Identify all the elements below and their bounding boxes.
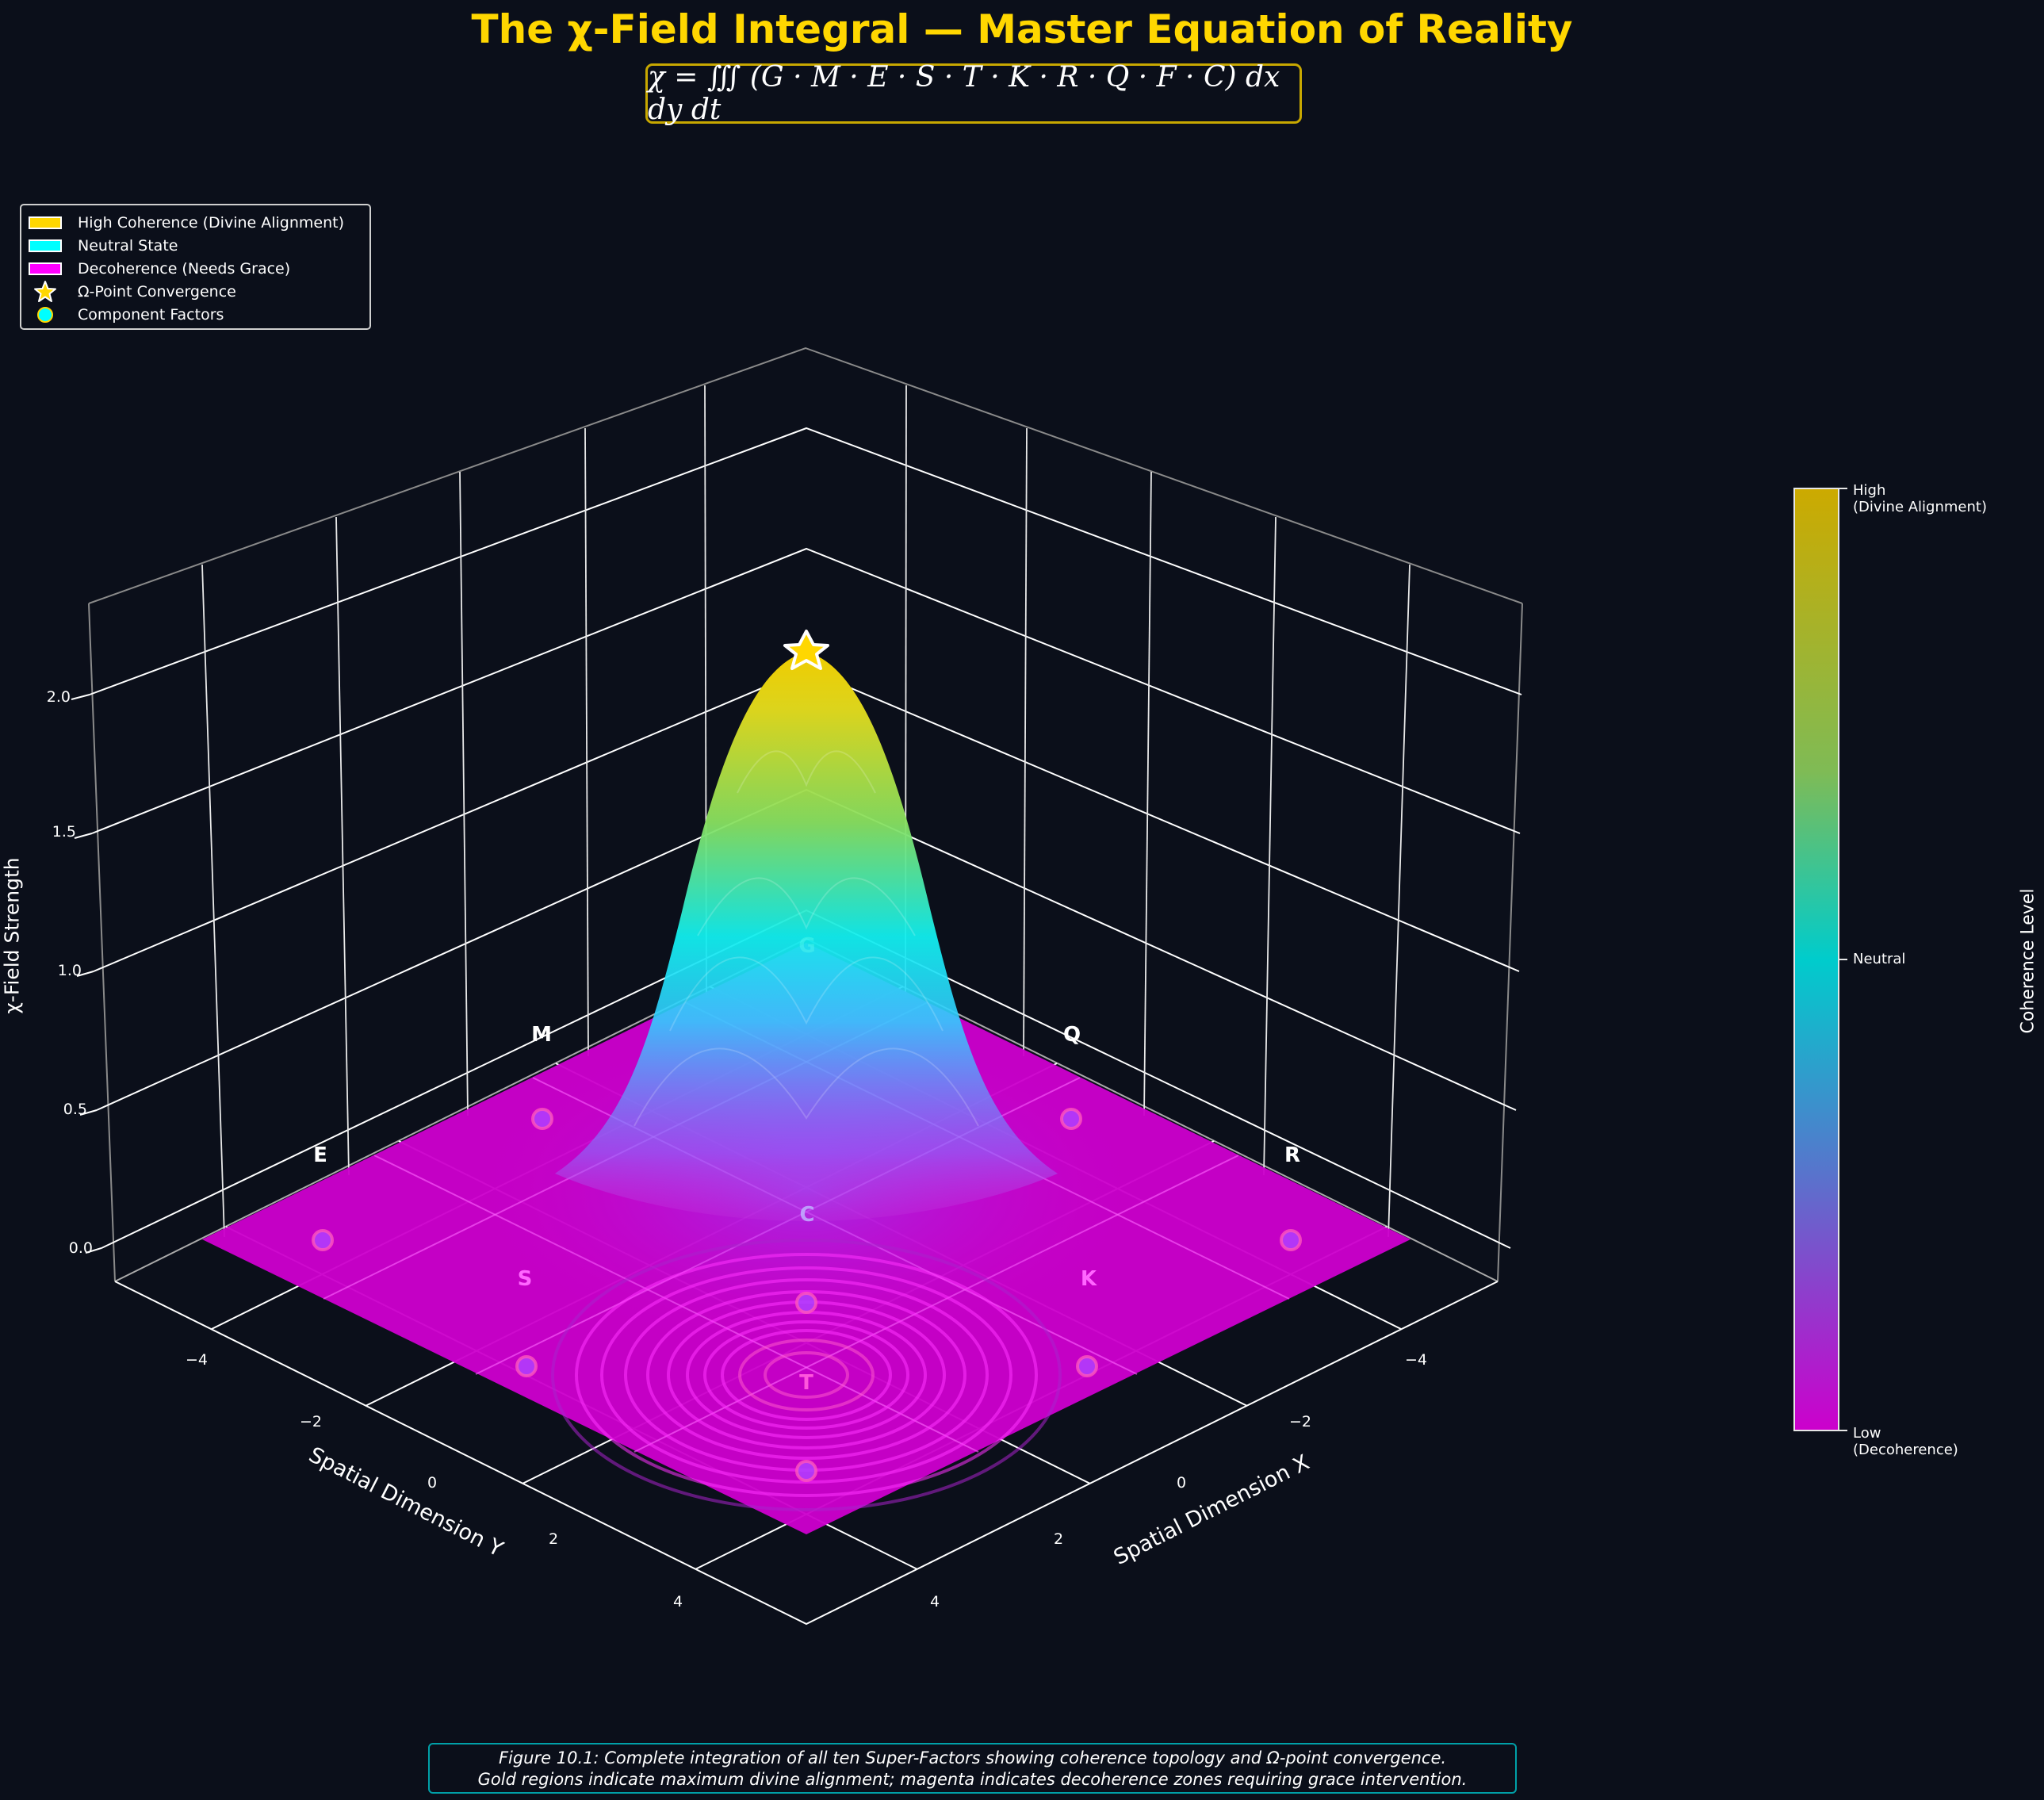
z-tick-labels: 0.0 0.5 1.0 1.5 2.0 [47, 688, 93, 1257]
circle-marker-icon [29, 306, 62, 323]
legend-item-high-coherence: High Coherence (Divine Alignment) [21, 211, 369, 234]
caption-line-2: Gold regions indicate maximum divine ali… [477, 1770, 1468, 1789]
chart-title: The χ-Field Integral — Master Equation o… [471, 6, 1573, 52]
y-tick-labels: −4 −2 0 2 4 [186, 1351, 683, 1610]
x-axis-label: Spatial Dimension X [1110, 1450, 1314, 1570]
omega-point-star [783, 630, 829, 670]
svg-text:−4: −4 [186, 1351, 208, 1369]
factor-marker-e [312, 1229, 334, 1251]
legend: High Coherence (Divine Alignment) Neutra… [20, 204, 371, 330]
colorbar-label-low: Low (Decoherence) [1853, 1425, 1958, 1458]
factor-label-s: S [518, 1267, 533, 1291]
svg-text:−4: −4 [1405, 1351, 1427, 1369]
svg-text:−2: −2 [300, 1413, 322, 1430]
factor-label-q: Q [1063, 1023, 1081, 1047]
factor-label-r: R [1284, 1143, 1300, 1167]
x-tick-labels: −4 −2 0 2 4 [930, 1351, 1427, 1610]
coherence-peak-surface [555, 652, 1058, 1221]
factor-label-c: C [799, 1203, 814, 1227]
svg-text:4: 4 [673, 1593, 683, 1610]
factor-label-g: G [798, 934, 815, 958]
factor-marker-t [795, 1460, 817, 1482]
factor-label-k: K [1081, 1267, 1097, 1291]
factor-marker-q [1060, 1108, 1082, 1130]
factor-marker-s [515, 1355, 538, 1377]
factor-labels: M Q E R G C S K T [313, 934, 1300, 1395]
z-tick-marks [71, 694, 102, 1254]
legend-item-omega-point: Ω-Point Convergence [21, 280, 369, 303]
cyan-swatch-icon [29, 239, 62, 252]
floor-edges [114, 1281, 1499, 1626]
factor-label-e: E [313, 1143, 327, 1167]
factor-marker-m [531, 1108, 553, 1130]
legend-item-decoherence: Decoherence (Needs Grace) [21, 257, 369, 280]
svg-text:0.0: 0.0 [69, 1239, 93, 1257]
colorbar-tick-neutral [1839, 959, 1847, 960]
svg-text:2: 2 [1054, 1530, 1063, 1548]
svg-text:2.0: 2.0 [47, 688, 71, 706]
svg-text:2: 2 [549, 1530, 558, 1548]
colorbar-title: Coherence Level [2018, 888, 2038, 1034]
factor-label-m: M [531, 1023, 552, 1047]
star-icon [29, 280, 62, 304]
magenta-swatch-icon [29, 262, 62, 275]
legend-item-neutral: Neutral State [21, 234, 369, 257]
master-equation: χ = ∭ (G · M · E · S · T · K · R · Q · F… [648, 61, 1280, 126]
svg-text:−2: −2 [1289, 1413, 1311, 1430]
svg-text:0: 0 [427, 1474, 437, 1492]
colorbar-tick-low [1839, 1430, 1847, 1431]
colorbar-label-neutral: Neutral [1853, 951, 1906, 967]
factor-marker-r [1280, 1229, 1302, 1251]
svg-text:4: 4 [930, 1593, 940, 1610]
colorbar [1793, 488, 1839, 1431]
component-markers [312, 1108, 1302, 1482]
caption-line-1: Figure 10.1: Complete integration of all… [498, 1748, 1447, 1767]
factor-marker-k [1076, 1355, 1098, 1377]
peak-lobes [633, 750, 979, 1127]
legend-item-component-factors: Component Factors [21, 303, 369, 326]
z-axis-label: χ-Field Strength [0, 857, 24, 1014]
vertical-gridlines [201, 385, 1411, 1238]
factor-label-t: T [799, 1371, 813, 1395]
svg-text:0.5: 0.5 [63, 1101, 87, 1118]
svg-text:0: 0 [1177, 1474, 1186, 1492]
gold-swatch-icon [29, 216, 62, 229]
colorbar-tick-high [1839, 488, 1847, 489]
equation-box: χ = ∭ (G · M · E · S · T · K · R · Q · F… [645, 61, 1302, 126]
factor-marker-c [795, 1292, 817, 1314]
svg-text:1.5: 1.5 [52, 823, 76, 841]
figure-caption: Figure 10.1: Complete integration of all… [428, 1743, 1517, 1794]
colorbar-label-high: High (Divine Alignment) [1853, 482, 1987, 515]
svg-text:1.0: 1.0 [58, 962, 82, 979]
